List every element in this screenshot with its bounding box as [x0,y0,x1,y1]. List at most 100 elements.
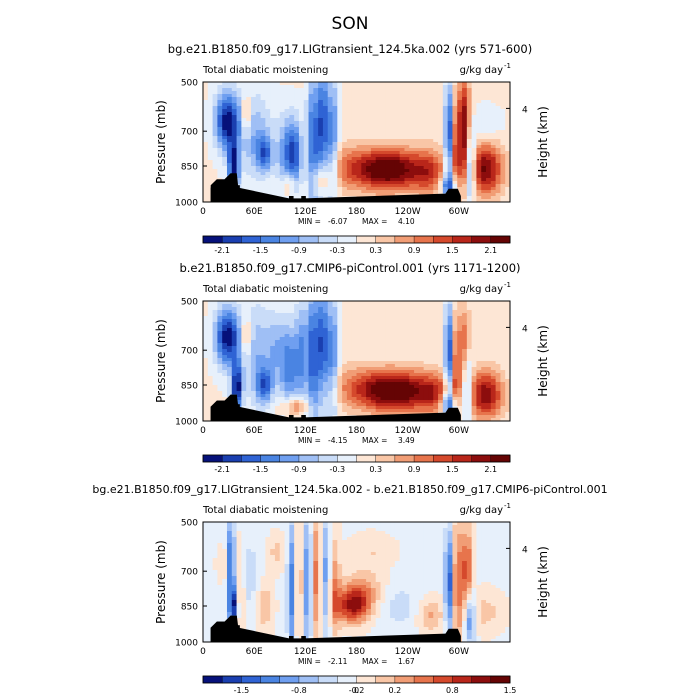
heatmap-cell [486,376,492,380]
heatmap-cell [370,91,377,95]
heatmap-cell [375,397,381,401]
heatmap-cell [490,184,497,188]
heatmap-cell [274,121,281,125]
heatmap-cell [260,169,266,173]
heatmap-cell [212,319,218,323]
heatmap-cell [265,103,271,107]
heatmap-cell [366,151,372,155]
heatmap-cell [294,364,300,368]
heatmap-cell [457,163,463,167]
heatmap-cell [366,163,372,167]
heatmap-cell [222,127,228,131]
heatmap-cell [226,322,233,326]
heatmap-cell [375,172,381,176]
y-tick-label: 850 [181,163,198,173]
heatmap-cell [466,352,473,356]
heatmap-cell [385,364,391,368]
heatmap-cell [337,394,343,398]
heatmap-cell [356,103,362,107]
heatmap-cell [490,304,497,308]
heatmap-cell [447,94,453,98]
heatmap-cell [274,310,281,314]
heatmap-cell [404,130,410,134]
heatmap-cell [428,367,434,371]
heatmap-cell [207,304,213,308]
page-title: SON [332,14,369,34]
heatmap-cell [255,361,261,365]
heatmap-cell [260,391,266,395]
heatmap-cell [404,391,410,395]
heatmap-cell [505,391,511,395]
heatmap-cell [390,382,396,386]
heatmap-cell [289,358,295,362]
heatmap-cell [332,82,338,86]
heatmap-cell [250,166,257,170]
heatmap-cell [226,142,233,146]
heatmap-cell [433,358,439,362]
heatmap-cell [486,142,492,146]
heatmap-cell [203,100,209,104]
heatmap-cell [255,130,261,134]
heatmap-cell [375,82,381,86]
heatmap-cell [322,334,329,338]
heatmap-cell [231,364,237,368]
heatmap-cell [414,154,420,158]
heatmap-cell [346,406,353,410]
heatmap-cell [500,343,506,347]
heatmap-cell [279,352,285,356]
heatmap-cell [346,322,353,326]
heatmap-cell [279,100,285,104]
heatmap-cell [394,151,401,155]
heatmap-cell [394,313,401,317]
heatmap-cell [250,136,257,140]
heatmap-cell [260,160,266,164]
heatmap-cell [457,316,463,320]
heatmap-cell [471,397,477,401]
heatmap-cell [222,391,228,395]
heatmap-cell [241,166,247,170]
heatmap-cell [318,316,324,320]
heatmap-cell [366,88,372,92]
heatmap-cell [390,304,396,308]
heatmap-cell [409,190,415,194]
heatmap-cell [462,103,468,107]
heatmap-cell [246,169,252,173]
heatmap-cell [322,376,329,380]
heatmap-cell [366,145,372,149]
heatmap-cell [255,334,261,338]
heatmap-cell [270,118,276,122]
heatmap-cell [327,391,333,395]
heatmap-cell [332,322,338,326]
heatmap-cell [500,175,506,179]
heatmap-cell [246,400,252,404]
heatmap-cell [203,154,209,158]
heatmap-cell [284,175,290,179]
heatmap-cell [490,313,497,317]
heatmap-cell [385,112,391,116]
heatmap-cell [342,355,348,359]
heatmap-cell [452,115,458,119]
colorbar-swatch [221,235,242,244]
heatmap-cell [466,343,473,347]
heatmap-cell [241,352,247,356]
heatmap-cell [481,94,487,98]
heatmap-cell [337,190,343,194]
heatmap-cell [203,184,209,188]
heatmap-cell [303,388,309,392]
heatmap-cell [361,127,367,131]
heatmap-cell [490,349,497,353]
heatmap-cell [380,160,386,164]
heatmap-cell [231,118,237,122]
heatmap-cell [505,388,511,392]
heatmap-cell [385,163,391,167]
heatmap-cell [481,124,487,128]
heatmap-cell [212,178,218,182]
heatmap-cell [217,175,223,179]
heatmap-cell [390,175,396,179]
heatmap-cell [404,322,410,326]
heatmap-cell [399,139,405,143]
heatmap-cell [366,322,372,326]
heatmap-cell [390,142,396,146]
heatmap-cell [217,109,223,113]
heatmap-cell [380,184,386,188]
